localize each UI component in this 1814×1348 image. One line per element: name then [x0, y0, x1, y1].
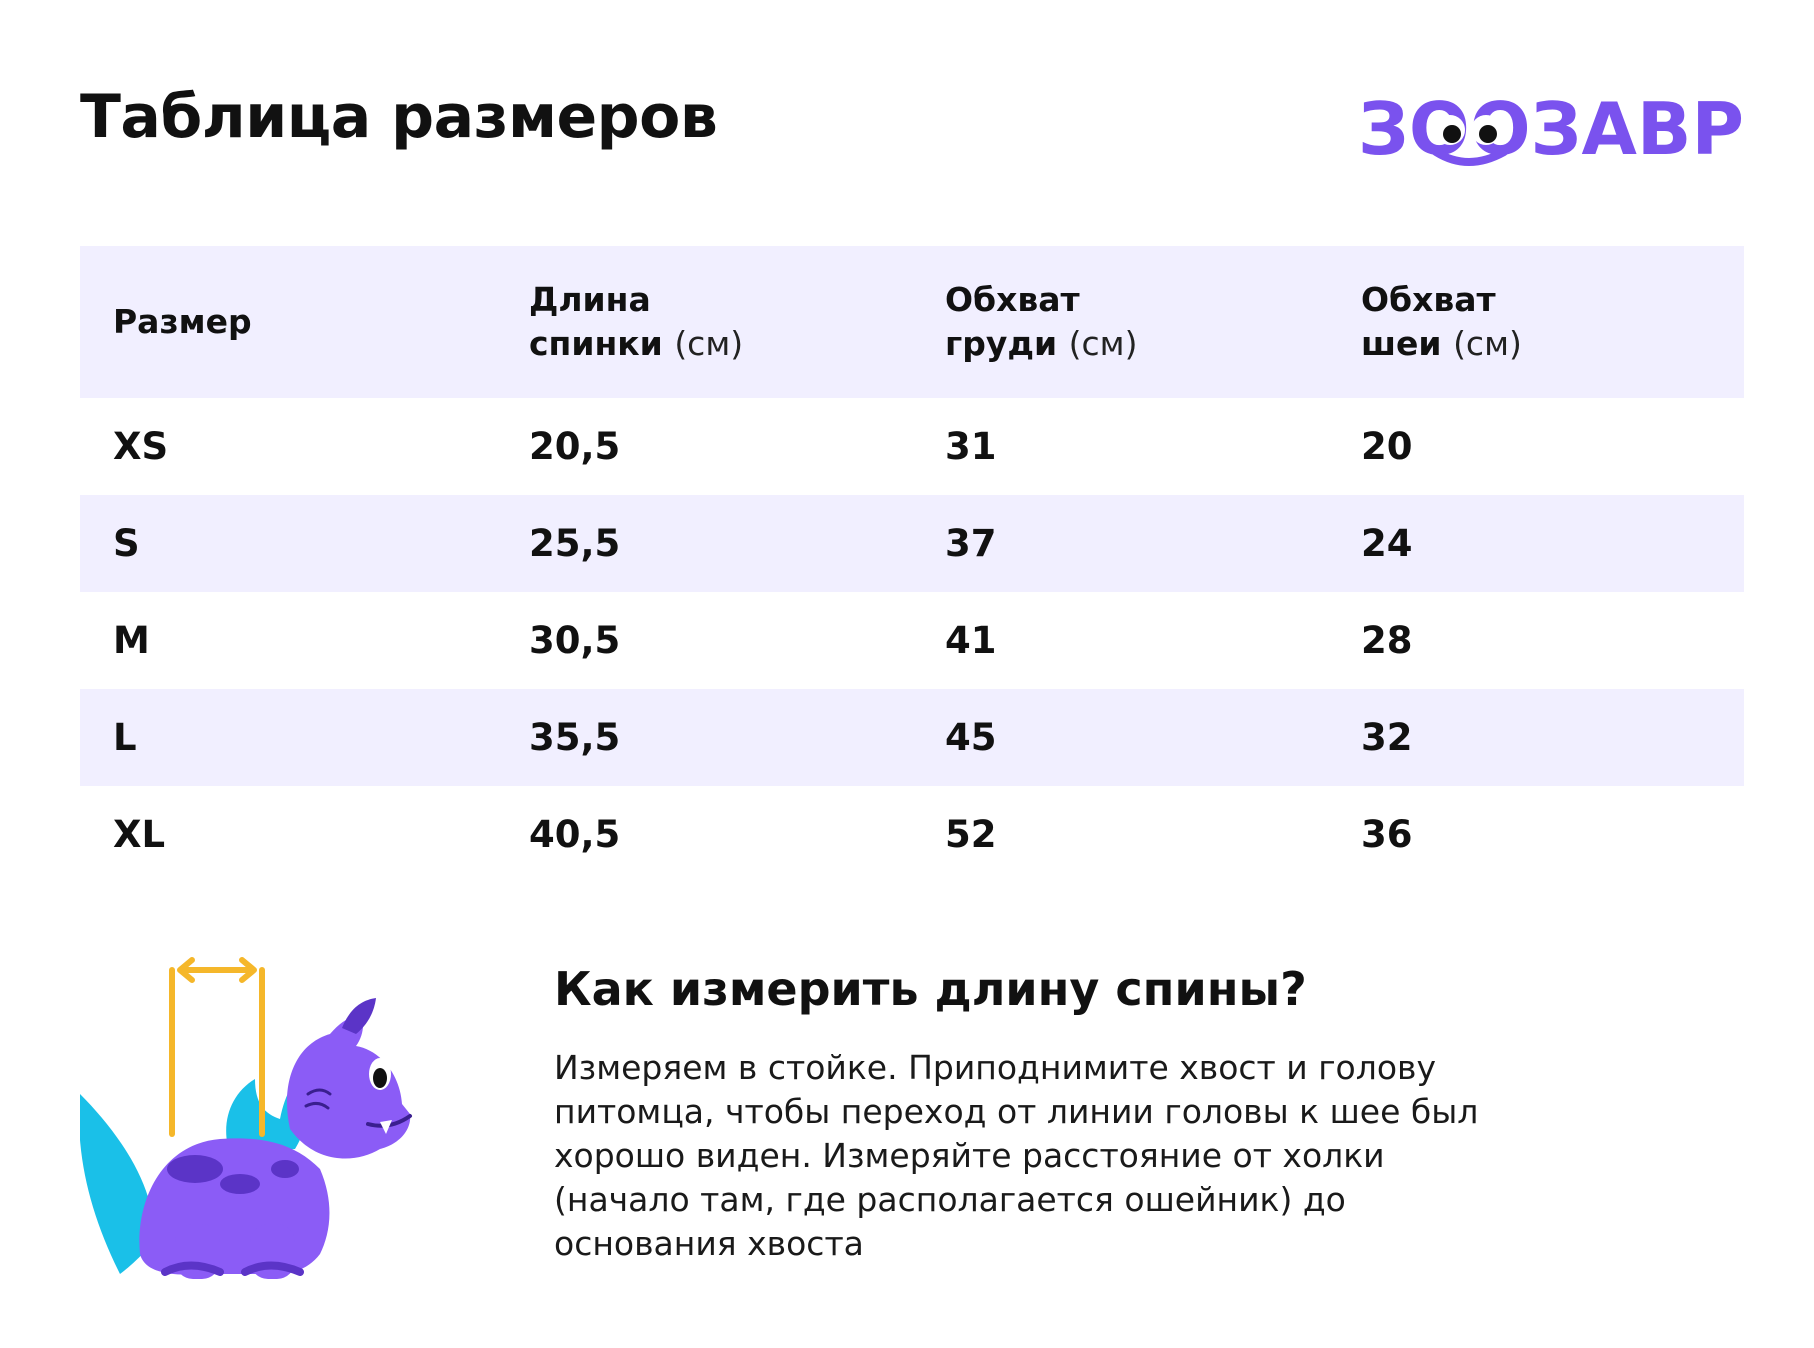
brand-logo: ЗООЗАВР — [1358, 87, 1744, 171]
column-header-chest: Обхват груди (см) — [945, 280, 1138, 363]
instructions-text: Измеряем в стойке. Приподнимите хвост и … — [554, 1048, 1479, 1263]
cell-chest: 41 — [945, 619, 997, 662]
cell-back-length: 20,5 — [529, 425, 621, 468]
cell-chest: 31 — [945, 425, 997, 468]
cell-back-length: 25,5 — [529, 522, 621, 565]
column-header-size: Размер — [113, 302, 252, 341]
table-row: S 25,5 37 24 — [80, 495, 1744, 592]
cell-chest: 37 — [945, 522, 997, 565]
cell-chest: 52 — [945, 813, 997, 856]
cell-size: XS — [113, 425, 169, 468]
cell-size: XL — [113, 813, 166, 856]
column-header-back-length: Длина спинки (см) — [529, 280, 744, 363]
logo-text: ЗООЗАВР — [1358, 87, 1744, 171]
instructions-heading: Как измерить длину спины? — [554, 962, 1307, 1016]
table-row: XS 20,5 31 20 — [80, 398, 1744, 495]
cell-back-length: 40,5 — [529, 813, 621, 856]
cell-size: L — [113, 716, 137, 759]
cell-neck: 20 — [1361, 425, 1413, 468]
cell-back-length: 30,5 — [529, 619, 621, 662]
cell-neck: 36 — [1361, 813, 1413, 856]
table-row: L 35,5 45 32 — [80, 689, 1744, 786]
measure-instructions: Как измерить длину спины? Измеряем в сто… — [554, 962, 1744, 1266]
column-header-neck: Обхват шеи (см) — [1361, 280, 1522, 363]
cell-chest: 45 — [945, 716, 997, 759]
table-row: XL 40,5 52 36 — [80, 786, 1744, 883]
page-title: Таблица размеров — [80, 82, 718, 152]
table-header-row: Размер Длина спинки (см) Обхват груди (с… — [80, 246, 1744, 398]
cell-size: S — [113, 522, 140, 565]
size-table: Размер Длина спинки (см) Обхват груди (с… — [80, 246, 1744, 883]
cell-back-length: 35,5 — [529, 716, 621, 759]
cell-neck: 28 — [1361, 619, 1413, 662]
cell-size: M — [113, 619, 150, 662]
table-row: M 30,5 41 28 — [80, 592, 1744, 689]
cell-neck: 24 — [1361, 522, 1413, 565]
cell-neck: 32 — [1361, 716, 1413, 759]
dino-mascot-icon — [80, 957, 412, 1279]
